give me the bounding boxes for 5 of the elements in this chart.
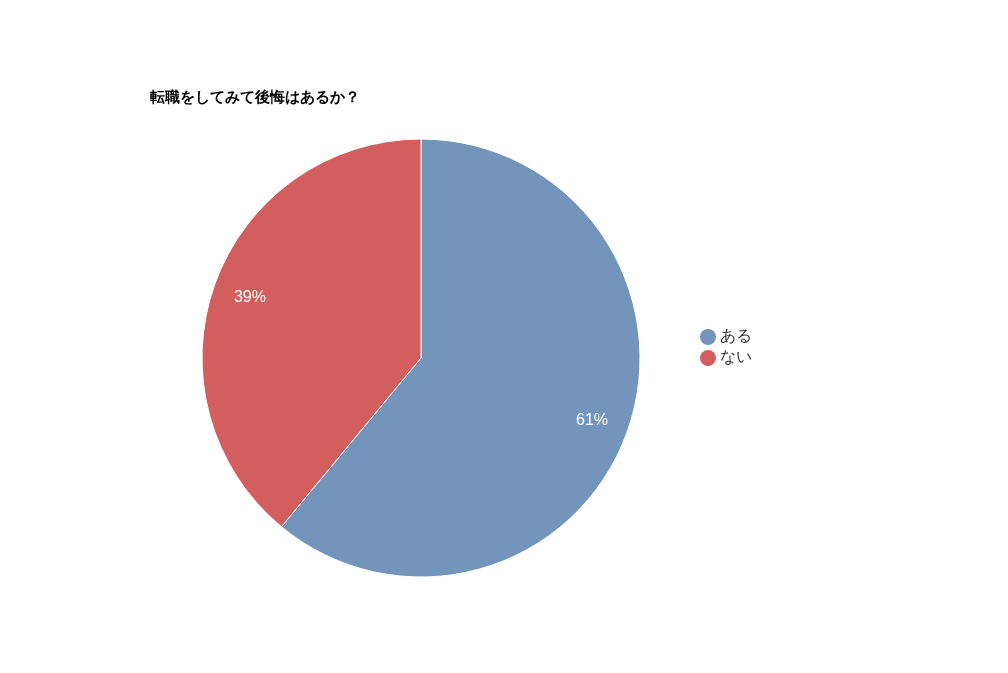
chart-title: 転職をしてみて後悔はあるか？ bbox=[150, 88, 360, 107]
data-label: 39% bbox=[233, 287, 266, 305]
legend-label: ない bbox=[720, 348, 752, 365]
data-label: 61% bbox=[576, 411, 609, 429]
legend-label: ある bbox=[720, 327, 752, 344]
